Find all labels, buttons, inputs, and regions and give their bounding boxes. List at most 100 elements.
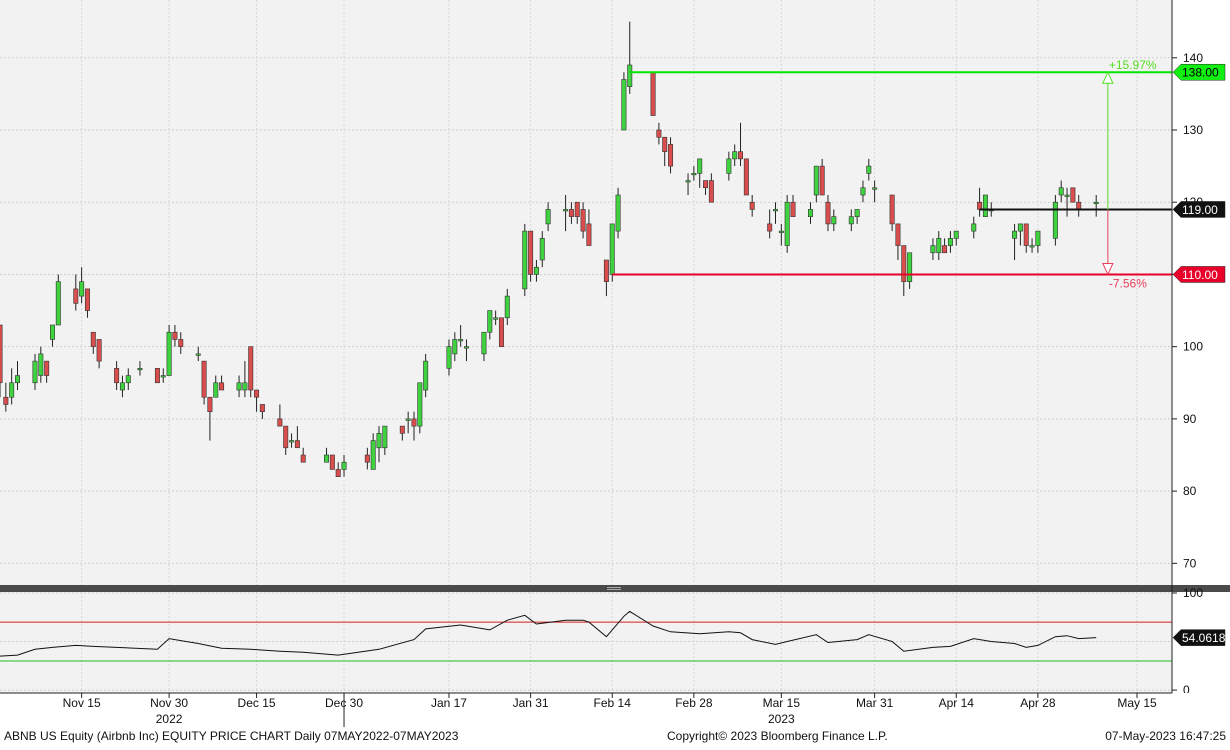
year-label: 2023 [768, 712, 795, 726]
candle-body [1076, 201, 1082, 210]
candle [446, 339, 452, 376]
candle-body [813, 165, 819, 196]
candle [819, 158, 825, 196]
candle [982, 194, 988, 217]
candle [708, 173, 714, 203]
candle-body [38, 353, 44, 376]
x-axis-background [0, 693, 1230, 727]
candle [813, 165, 819, 203]
candle [767, 209, 773, 239]
candle [848, 209, 854, 232]
candle [662, 136, 668, 167]
candle-body [982, 194, 988, 217]
candle-body [44, 360, 50, 376]
candle [627, 21, 633, 94]
candle-body [254, 389, 260, 398]
candle [38, 346, 44, 383]
price-level-tag: 119.00 [1172, 201, 1226, 218]
candle-body [609, 223, 615, 275]
candle-body [242, 382, 248, 391]
candle [79, 267, 85, 304]
candle [382, 425, 388, 455]
candle-body [895, 223, 901, 246]
candle [942, 238, 948, 254]
candle [936, 231, 942, 260]
candle-body [650, 71, 656, 116]
candle-body [504, 295, 510, 319]
x-tick-label: Mar 15 [763, 696, 801, 710]
candle [125, 368, 131, 390]
candle [0, 324, 3, 398]
candle [370, 433, 376, 470]
value-tag-box [1172, 629, 1226, 646]
value-tag-label: 110.00 [1182, 268, 1218, 282]
candle-body [866, 165, 872, 174]
x-tick-label: Jan 31 [513, 696, 549, 710]
x-tick-label: May 15 [1117, 696, 1157, 710]
candle-body [73, 288, 79, 304]
candle-body [942, 245, 948, 254]
footer-timestamp: 07-May-2023 16:47:25 [1105, 729, 1226, 743]
candle [831, 209, 837, 232]
candle-body [1023, 223, 1029, 246]
annotation-arrow-head [1102, 262, 1114, 276]
candle [236, 375, 242, 398]
candlestick-series [0, 21, 1099, 477]
candle [580, 202, 586, 239]
candle [1052, 195, 1058, 246]
candle-body [160, 375, 166, 378]
candle-body [411, 418, 417, 427]
candle [621, 72, 627, 131]
candle [119, 375, 125, 398]
candle-body [831, 216, 837, 225]
candle-body [248, 346, 254, 391]
candle-body [662, 136, 668, 152]
candle-body [586, 223, 592, 246]
candle-body [947, 238, 953, 246]
candle [15, 361, 20, 390]
candle [773, 202, 778, 224]
chart-footer: ABNB US Equity (Airbnb Inc) EQUITY PRICE… [0, 727, 1230, 745]
candle [522, 223, 528, 297]
candle-body [1052, 201, 1058, 239]
candle-body [207, 396, 213, 412]
candle [697, 158, 703, 188]
candle-body [848, 216, 854, 225]
candle [9, 368, 15, 405]
price-level-tag: 138.00 [1172, 63, 1226, 81]
indicator-tick-label: 0 [1183, 683, 1190, 697]
candle [289, 433, 295, 448]
candle [784, 195, 790, 253]
candle-body [889, 194, 895, 225]
candle [195, 346, 201, 362]
candle-body [773, 209, 778, 212]
candle [423, 353, 429, 398]
candle [324, 447, 330, 463]
price-level-tag: 110.00 [1172, 266, 1226, 283]
candle [738, 122, 744, 167]
candle-body [819, 165, 825, 196]
y-tick-label: 80 [1183, 484, 1197, 498]
candle [1029, 238, 1035, 253]
candle-body [329, 454, 335, 470]
candle-body [201, 360, 207, 398]
candle-body [166, 331, 172, 376]
candle [650, 71, 656, 116]
candle-body [405, 418, 411, 421]
candle-body [708, 180, 714, 203]
candle-body [528, 230, 534, 275]
candle-body [1012, 230, 1018, 239]
value-tag-label: 54.0618 [1182, 631, 1226, 645]
candle [726, 151, 732, 181]
candle-body [901, 245, 907, 282]
candle-body [627, 64, 633, 87]
candle [953, 230, 959, 246]
candle [242, 361, 248, 398]
candle-body [399, 425, 405, 434]
candle [568, 202, 574, 224]
x-tick-label: Feb 14 [594, 696, 632, 710]
candle [656, 122, 662, 145]
candle [178, 332, 184, 354]
candle-body [481, 331, 487, 355]
